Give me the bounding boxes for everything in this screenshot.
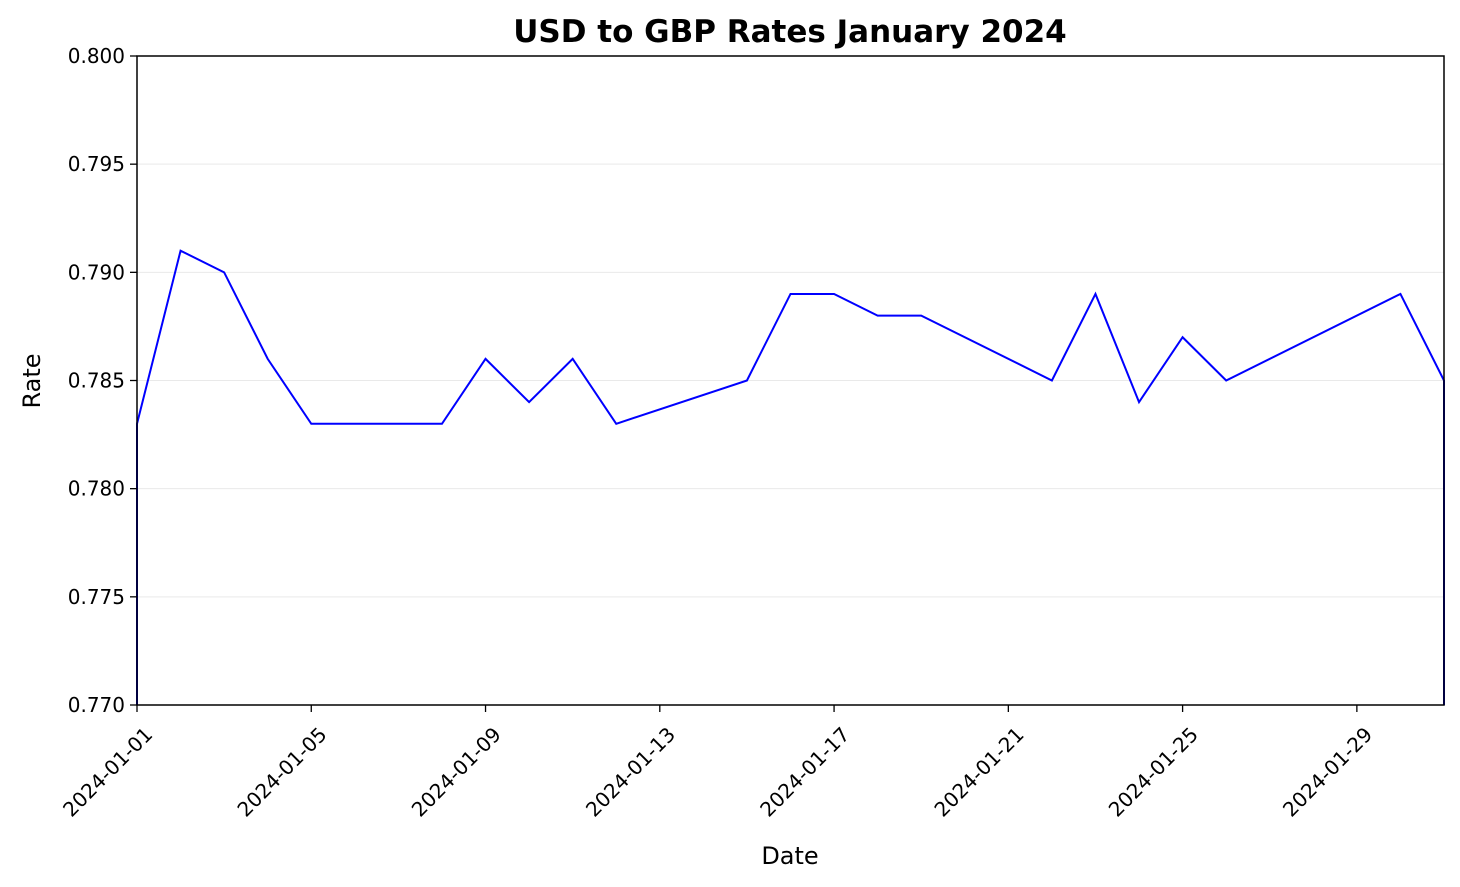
x-tick-label: 2024-01-25	[1104, 722, 1203, 821]
chart-title: USD to GBP Rates January 2024	[513, 14, 1066, 50]
x-tick-label: 2024-01-21	[929, 722, 1028, 821]
data-point	[832, 292, 836, 296]
data-point	[789, 292, 793, 296]
data-point	[1181, 335, 1185, 339]
data-point	[266, 357, 270, 361]
x-tick-label: 2024-01-09	[407, 722, 506, 821]
x-tick-label: 2024-01-05	[232, 722, 331, 821]
y-tick-label: 0.780	[68, 477, 125, 501]
y-tick-label: 0.795	[68, 152, 125, 176]
data-point	[1093, 292, 1097, 296]
data-point	[440, 422, 444, 426]
data-point	[876, 314, 880, 318]
y-axis-ticks: 0.770 0.775 0.780 0.785 0.790 0.795 0.800	[68, 44, 137, 717]
data-point	[484, 357, 488, 361]
data-point	[571, 357, 575, 361]
series-line	[136, 249, 1445, 705]
data-point	[309, 422, 313, 426]
data-point	[1050, 379, 1054, 383]
data-point	[527, 400, 531, 404]
grid-lines	[137, 163, 1444, 598]
y-tick-label: 0.790	[68, 260, 125, 284]
x-axis-ticks: 2024-01-01 2024-01-05 2024-01-09 2024-01-13…	[58, 705, 1377, 821]
data-point	[222, 270, 226, 274]
x-axis-label: Date	[761, 842, 818, 870]
y-tick-label: 0.800	[68, 44, 125, 68]
y-tick-label: 0.785	[68, 369, 125, 393]
data-point	[1137, 400, 1141, 404]
data-point	[1224, 379, 1228, 383]
data-point	[919, 314, 923, 318]
x-tick-label: 2024-01-17	[755, 722, 854, 821]
series-line-layer	[136, 249, 1445, 705]
data-point	[745, 379, 749, 383]
y-tick-label: 0.775	[68, 585, 125, 609]
x-tick-label: 2024-01-01	[58, 722, 157, 821]
y-axis-label: Rate	[18, 353, 46, 408]
data-point	[1398, 292, 1402, 296]
data-point	[179, 249, 183, 253]
x-tick-label: 2024-01-13	[581, 722, 680, 821]
y-tick-label: 0.770	[68, 693, 125, 717]
data-point	[614, 422, 618, 426]
x-tick-label: 2024-01-29	[1278, 722, 1377, 821]
